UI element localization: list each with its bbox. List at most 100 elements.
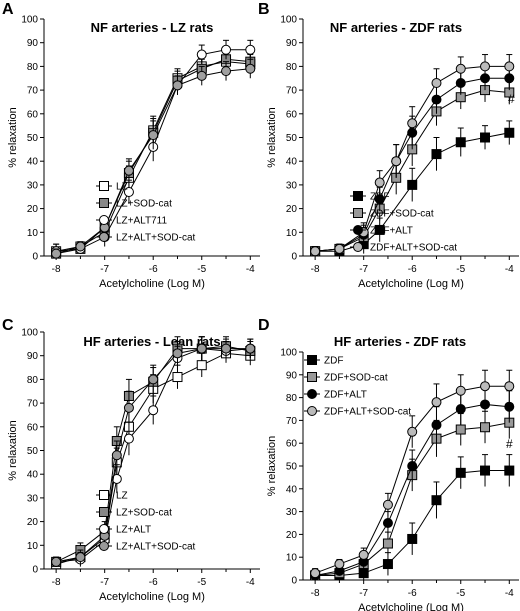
x-tick-label: -7 — [359, 588, 368, 599]
data-point — [334, 559, 345, 570]
data-point — [196, 360, 207, 371]
data-point — [196, 343, 207, 354]
legend-label: LZ+SOD-cat — [116, 199, 172, 210]
legend-marker — [307, 389, 317, 399]
data-point — [172, 348, 183, 359]
x-tick-label: -5 — [456, 264, 465, 275]
data-point — [310, 246, 321, 257]
legend-label: LZ — [116, 491, 128, 502]
series-line — [55, 345, 251, 563]
data-point — [334, 243, 345, 254]
panel-a: A NF arteries - LZ rats 0 10 20 30 40 50 60 70 80 9… — [2, 1, 260, 290]
data-point — [407, 118, 418, 129]
legend-label: ZDF+SOD-cat — [324, 373, 388, 384]
panel-c: C HF arteries - Lean rats 0 10 20 30 40 50 60 70 8… — [2, 317, 260, 603]
series — [310, 54, 515, 257]
significance-mark: # — [508, 92, 515, 106]
data-point — [172, 80, 183, 91]
panel-letter: A — [2, 1, 14, 18]
legend-label: ZDF — [370, 192, 389, 203]
data-point — [480, 422, 491, 433]
data-point — [504, 381, 515, 392]
data-point — [75, 241, 86, 252]
y-tick-label: 90 — [27, 351, 39, 362]
data-point — [480, 61, 491, 72]
data-point — [51, 248, 62, 259]
legend-label: ZDF+ALT — [324, 390, 367, 401]
legend-label: ZDF+ALT+SOD-cat — [370, 243, 457, 254]
y-tick-label: 100 — [21, 15, 38, 26]
data-point — [504, 465, 515, 476]
series-line — [56, 348, 251, 563]
y-tick-label: 90 — [27, 38, 39, 49]
y-tick-label: 10 — [27, 228, 39, 239]
legend-marker — [307, 406, 317, 416]
y-tick-label: 90 — [286, 370, 298, 381]
x-tick-label: -4 — [505, 264, 514, 275]
legend-marker — [353, 191, 363, 201]
legend-marker — [353, 225, 363, 235]
y-tick-label: 60 — [286, 109, 298, 120]
data-point — [51, 556, 62, 567]
x-tick-label: -8 — [311, 264, 320, 275]
data-point — [455, 63, 466, 74]
panel-title: HF arteries - Lean rats — [83, 334, 220, 349]
y-tick-label: 0 — [32, 252, 38, 263]
data-point — [382, 559, 393, 570]
data-point — [221, 44, 232, 55]
data-point — [431, 419, 442, 430]
data-point — [221, 343, 232, 354]
legend-marker — [99, 232, 109, 242]
series-line — [55, 352, 251, 565]
y-tick-label: 90 — [286, 38, 298, 49]
x-tick-label: -4 — [246, 264, 255, 275]
x-axis-label: Acetylcholine (Log M) — [99, 591, 205, 603]
y-tick-label: 30 — [286, 180, 298, 191]
x-axis-label: Acetylcholine (Log M) — [358, 278, 464, 290]
y-tick-label: 40 — [27, 470, 39, 481]
y-tick-label: 80 — [286, 393, 298, 404]
data-point — [123, 165, 134, 176]
series — [51, 336, 256, 567]
series-line — [315, 77, 510, 252]
y-tick-label: 50 — [27, 133, 39, 144]
y-tick-label: 20 — [286, 530, 298, 541]
data-point — [504, 127, 515, 138]
legend-label: LZ+SOD-cat — [116, 508, 172, 519]
data-point — [221, 66, 232, 77]
x-axis-label: Acetylcholine (Log M) — [99, 278, 205, 290]
x-tick-label: -5 — [197, 577, 206, 588]
data-point — [391, 156, 402, 167]
y-tick-label: 40 — [27, 157, 39, 168]
data-point — [382, 499, 393, 510]
legend-marker — [99, 181, 109, 191]
y-tick-label: 100 — [280, 348, 297, 359]
data-point — [382, 538, 393, 549]
legend-marker — [353, 208, 363, 218]
data-point — [382, 518, 393, 528]
data-point — [123, 433, 134, 444]
series-line — [315, 65, 510, 252]
significance-mark: # — [506, 437, 513, 451]
x-tick-label: -8 — [311, 588, 320, 599]
legend-label: LZ+ALT+SOD-cat — [116, 542, 196, 553]
legend-label: LZ+ALT — [116, 525, 151, 536]
data-point — [431, 77, 442, 88]
x-tick-label: -8 — [52, 264, 61, 275]
x-tick-label: -6 — [149, 264, 158, 275]
data-point — [407, 179, 418, 190]
legend-label: ZDF — [324, 356, 343, 367]
panel-letter: B — [258, 1, 270, 18]
data-point — [196, 70, 207, 81]
x-tick-label: -4 — [505, 588, 514, 599]
y-tick-label: 100 — [21, 328, 38, 339]
data-point — [504, 401, 515, 412]
y-tick-label: 80 — [286, 62, 298, 73]
legend-marker — [353, 242, 363, 252]
y-tick-label: 10 — [27, 541, 39, 552]
data-point — [407, 426, 418, 437]
y-tick-label: 70 — [286, 86, 298, 97]
x-tick-label: -7 — [359, 264, 368, 275]
data-point — [123, 402, 134, 413]
